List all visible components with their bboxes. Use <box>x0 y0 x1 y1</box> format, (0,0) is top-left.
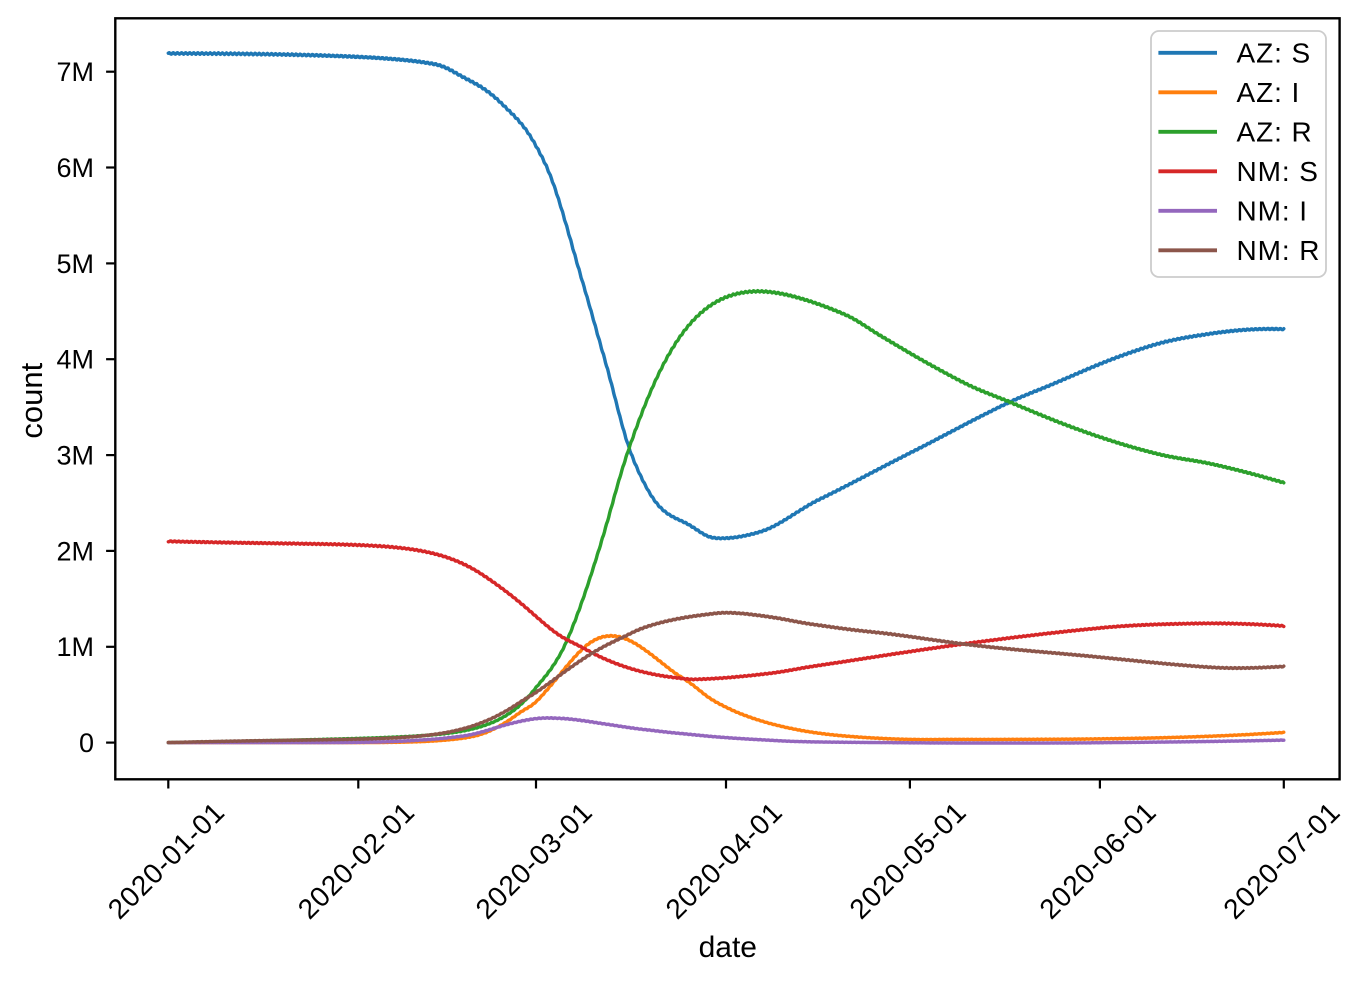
svg-text:4M: 4M <box>56 345 94 375</box>
svg-text:NM: R: NM: R <box>1237 235 1321 266</box>
svg-text:NM: I: NM: I <box>1237 196 1308 227</box>
svg-text:count: count <box>14 362 49 438</box>
svg-text:3M: 3M <box>56 441 94 471</box>
svg-text:date: date <box>699 931 757 964</box>
svg-text:AZ: I: AZ: I <box>1237 77 1301 108</box>
svg-text:AZ: R: AZ: R <box>1237 117 1313 148</box>
svg-text:2M: 2M <box>56 536 94 566</box>
svg-text:7M: 7M <box>56 57 94 87</box>
svg-text:0: 0 <box>79 728 94 758</box>
svg-text:5M: 5M <box>56 249 94 279</box>
svg-text:1M: 1M <box>56 632 94 662</box>
svg-text:AZ: S: AZ: S <box>1237 38 1312 69</box>
svg-text:6M: 6M <box>56 153 94 183</box>
svg-text:NM: S: NM: S <box>1237 156 1319 187</box>
